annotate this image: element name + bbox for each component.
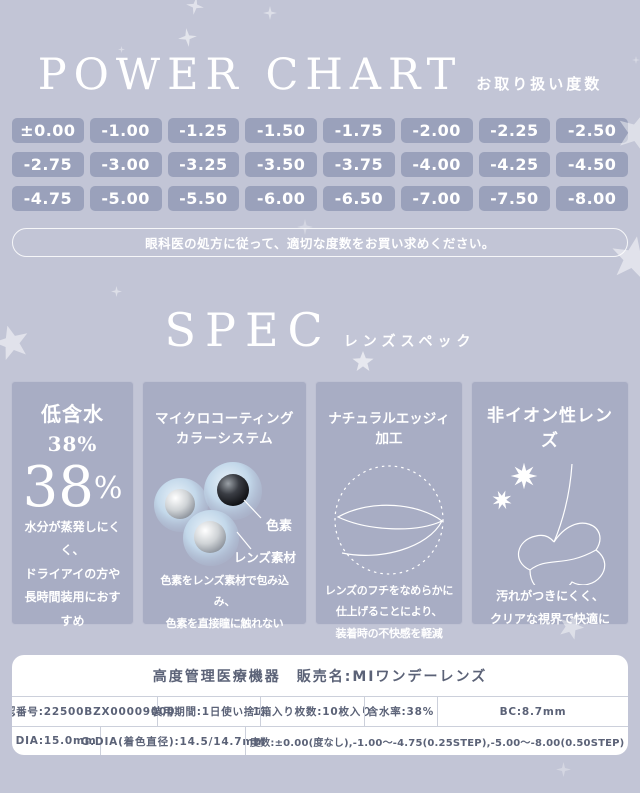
dirt-burst-icon [510, 462, 538, 490]
spec-cell: 装用期間:1日使い捨て [152, 697, 266, 726]
spec-cards: 低含水38% 38% 水分が蒸発しにくく、 ドライアイの方や 長時間装用におすす… [11, 381, 629, 640]
power-value-cell: -1.25 [167, 118, 240, 143]
dirt-burst-icon [492, 490, 512, 510]
edge-diagram [324, 460, 454, 580]
power-value-cell: -4.25 [478, 152, 551, 177]
spec-cell: 1箱入り枚数:10枚入り [253, 697, 372, 726]
spec-table-row: 承認番号:22500BZX00009000 装用期間:1日使い捨て 1箱入り枚数… [12, 697, 628, 726]
spec-cell: 度数:±0.00(度なし),-1.00〜-4.75(0.25STEP),-5.0… [245, 727, 628, 755]
power-value-cell: -2.50 [556, 118, 628, 143]
card-title: ナチュラルエッジィ加工 [328, 410, 450, 447]
spec-header: SPEC レンズスペック [0, 303, 640, 377]
power-value-cell: -5.00 [89, 186, 162, 211]
power-chart-header: POWER CHART お取り扱い度数 [0, 0, 640, 100]
card-title: マイクロコーティング カラーシステム [155, 410, 294, 447]
power-value-cell: -6.50 [323, 186, 395, 211]
power-value-cell: -2.75 [12, 152, 84, 177]
pigment-label: 色素 [266, 518, 292, 534]
card-micro-coating: マイクロコーティング カラーシステム [142, 381, 307, 630]
card-description: レンズのフチをなめらかに 仕上げることにより、 装着時の不快感を軽減 [324, 584, 454, 640]
power-value-cell: -2.25 [478, 118, 551, 143]
water-content-value: 38 [22, 455, 94, 520]
power-value-cell: -1.75 [323, 118, 395, 143]
lens-material-label: レンズ素材 [234, 550, 297, 565]
spec-cell: 含水率:38% [363, 697, 437, 726]
water-content-unit: % [93, 470, 123, 506]
sparkle-icon [632, 56, 640, 64]
card-title: 低含水38% [41, 402, 104, 456]
power-chart-title: POWER CHART [37, 50, 463, 100]
power-value-cell: -3.75 [323, 152, 395, 177]
card-non-ionic: 非イオン性レンズ 汚れがつきにくく、 クリアな視界で快適に [471, 381, 629, 626]
non-ionic-diagram [480, 460, 620, 585]
sparkle-icon [111, 286, 122, 297]
sparkle-icon [556, 762, 571, 777]
card-natural-edge: ナチュラルエッジィ加工 レンズのフチをなめらかに 仕上げることにより、 装着時の… [315, 381, 463, 640]
power-value-cell: -7.50 [478, 186, 551, 211]
card-title: 非イオン性レンズ [487, 405, 613, 452]
power-value-cell: -1.00 [89, 118, 162, 143]
spec-cell: 承認番号:22500BZX00009000 [12, 706, 176, 718]
star-icon [352, 351, 374, 372]
coating-spheres-illustration: 色素 レンズ素材 [154, 462, 297, 566]
spec-cell: DIA:15.0mm [15, 735, 97, 747]
power-value-cell: ±0.00 [12, 118, 84, 143]
spec-cell: G.DIA(着色直径):14.5/14.7mm [81, 727, 265, 755]
power-value-cell: -3.00 [89, 152, 162, 177]
prescription-note-text: 眼科医の処方に従って、適切な度数をお買い求めください。 [145, 236, 495, 251]
card-description: 水分が蒸発しにくく、 ドライアイの方や 長時間装用におすすめ [24, 520, 121, 628]
prescription-note: 眼科医の処方に従って、適切な度数をお買い求めください。 [12, 228, 628, 257]
coating-diagram: 色素 レンズ素材 [151, 460, 298, 570]
power-value-cell: -6.00 [245, 186, 317, 211]
power-chart-subtitle: お取り扱い度数 [476, 75, 603, 93]
sparkle-icon [118, 46, 125, 53]
lens-edge-illustration [334, 465, 444, 575]
card-low-water-content: 低含水38% 38% 水分が蒸発しにくく、 ドライアイの方や 長時間装用におすす… [11, 381, 134, 628]
power-value-cell: -4.75 [12, 186, 84, 211]
power-value-cell: -7.00 [400, 186, 473, 211]
power-value-cell: -2.00 [400, 118, 473, 143]
spec-cell: BC:8.7mm [437, 697, 628, 726]
water-content-figure: 38% [20, 460, 125, 516]
card-description: 汚れがつきにくく、 クリアな視界で快適に [489, 589, 610, 627]
power-value-cell: -5.50 [167, 186, 240, 211]
specification-table: 高度管理医療機器 販売名:MIワンデーレンズ 承認番号:22500BZX0000… [12, 655, 628, 755]
clean-lens-illustration [492, 462, 606, 585]
power-value-cell: -8.00 [556, 186, 628, 211]
device-classification-header: 高度管理医療機器 販売名:MIワンデーレンズ [12, 655, 628, 697]
power-value-cell: -3.25 [167, 152, 240, 177]
spec-title: SPEC [164, 303, 332, 357]
power-value-cell: -3.50 [245, 152, 317, 177]
power-value-grid: ±0.00 -1.00 -1.25 -1.50 -1.75 -2.00 -2.2… [12, 118, 628, 211]
card-description: 色素をレンズ素材で包み込み、 色素を直接瞳に触れない [160, 574, 289, 630]
spec-subtitle: レンズスペック [343, 334, 476, 350]
power-value-cell: -4.50 [556, 152, 628, 177]
spec-table-row: DIA:15.0mm G.DIA(着色直径):14.5/14.7mm 度数:±0… [12, 726, 628, 755]
power-value-cell: -4.00 [400, 152, 473, 177]
power-value-cell: -1.50 [245, 118, 317, 143]
